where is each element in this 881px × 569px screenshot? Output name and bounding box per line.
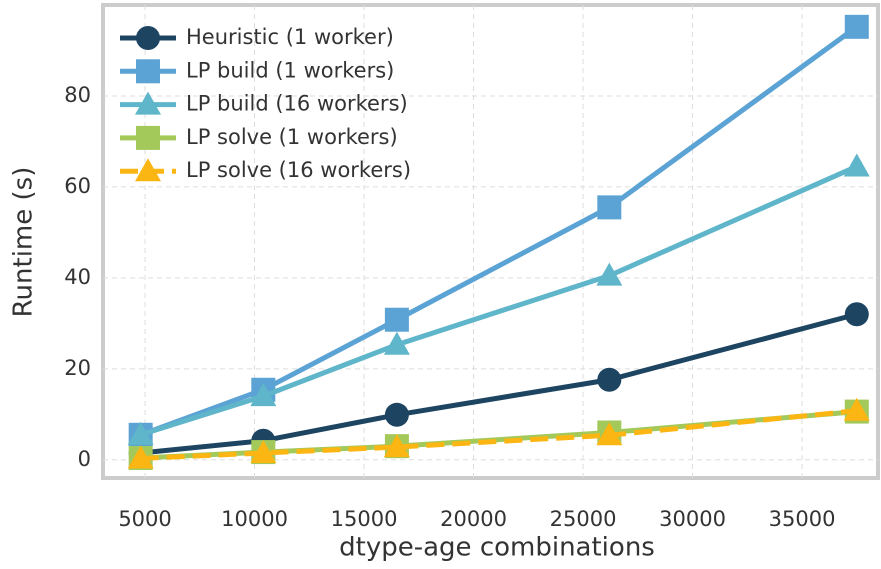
legend-label: Heuristic (1 worker) <box>186 25 394 49</box>
x-tick-label: 20000 <box>440 507 507 531</box>
marker <box>597 195 622 220</box>
marker <box>843 397 870 421</box>
x-tick-label: 5000 <box>118 507 171 531</box>
x-tick-label: 15000 <box>331 507 398 531</box>
marker <box>127 421 154 445</box>
marker <box>596 262 623 286</box>
x-tick-label: 30000 <box>659 507 726 531</box>
y-tick-label: 60 <box>64 174 91 198</box>
x-tick-label: 10000 <box>221 507 288 531</box>
legend-label: LP solve (1 workers) <box>186 125 398 149</box>
x-tick-label: 35000 <box>769 507 836 531</box>
marker <box>250 439 277 463</box>
legend-marker <box>136 59 160 84</box>
marker <box>383 434 410 458</box>
y-axis-label: Runtime (s) <box>9 167 39 318</box>
x-tick-label: 25000 <box>550 507 617 531</box>
y-tick-label: 0 <box>78 447 91 471</box>
y-tick-label: 20 <box>64 356 91 380</box>
legend-marker <box>136 26 160 50</box>
marker <box>250 383 277 407</box>
legend-label: LP build (16 workers) <box>186 92 408 116</box>
marker <box>384 402 409 427</box>
legend-marker <box>136 125 160 150</box>
marker <box>384 307 409 332</box>
marker <box>844 14 869 39</box>
marker <box>596 422 623 446</box>
legend-marker <box>135 91 161 115</box>
x-axis-label: dtype-age combinations <box>339 533 655 563</box>
legend-label: LP build (1 workers) <box>186 58 394 82</box>
marker <box>597 367 622 392</box>
series-line <box>140 408 858 461</box>
marker <box>383 331 410 355</box>
legend-label: LP solve (16 workers) <box>186 158 411 182</box>
marker <box>843 153 870 177</box>
marker <box>844 302 869 327</box>
legend-marker <box>135 158 161 182</box>
y-tick-label: 40 <box>64 265 91 289</box>
marker <box>127 445 154 469</box>
y-tick-label: 80 <box>64 83 91 107</box>
